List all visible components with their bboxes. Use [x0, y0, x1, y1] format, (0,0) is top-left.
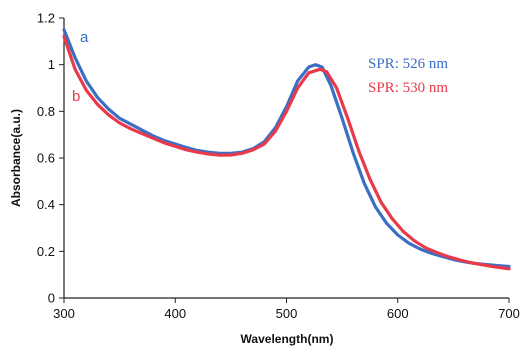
- y-tick-label: 1.2: [37, 11, 55, 26]
- labels-layer: Wavelength(nm) Absorbance(a.u.) a b SPR:…: [9, 29, 448, 346]
- axes: 300 400 500 600 700 0 0.2 0.4 0.6 0.8 1 1.2: [37, 11, 520, 322]
- series-a-label: a: [80, 29, 89, 46]
- spr-annotation-b: SPR: 530 nm: [368, 80, 448, 96]
- y-tick-label: 0.2: [37, 244, 55, 259]
- y-tick-label: 1: [48, 57, 55, 72]
- y-axis-title: Absorbance(a.u.): [9, 109, 23, 207]
- x-tick-label: 400: [164, 306, 186, 321]
- spr-annotation-a: SPR: 526 nm: [368, 56, 448, 72]
- y-tick-label: 0: [48, 291, 55, 306]
- x-axis-title: Wavelength(nm): [241, 332, 334, 346]
- series-line-b: [62, 35, 511, 271]
- x-tick-label: 700: [498, 306, 520, 321]
- series-layer: [62, 28, 511, 271]
- series-line-a: [62, 28, 511, 269]
- y-tick-label: 0.6: [37, 151, 55, 166]
- series-b-label: b: [72, 88, 80, 105]
- x-tick-label: 300: [53, 306, 75, 321]
- y-tick-label: 0.8: [37, 104, 55, 119]
- x-tick-label: 600: [387, 306, 409, 321]
- x-tick-label: 500: [276, 306, 298, 321]
- y-tick-label: 0.4: [37, 197, 55, 212]
